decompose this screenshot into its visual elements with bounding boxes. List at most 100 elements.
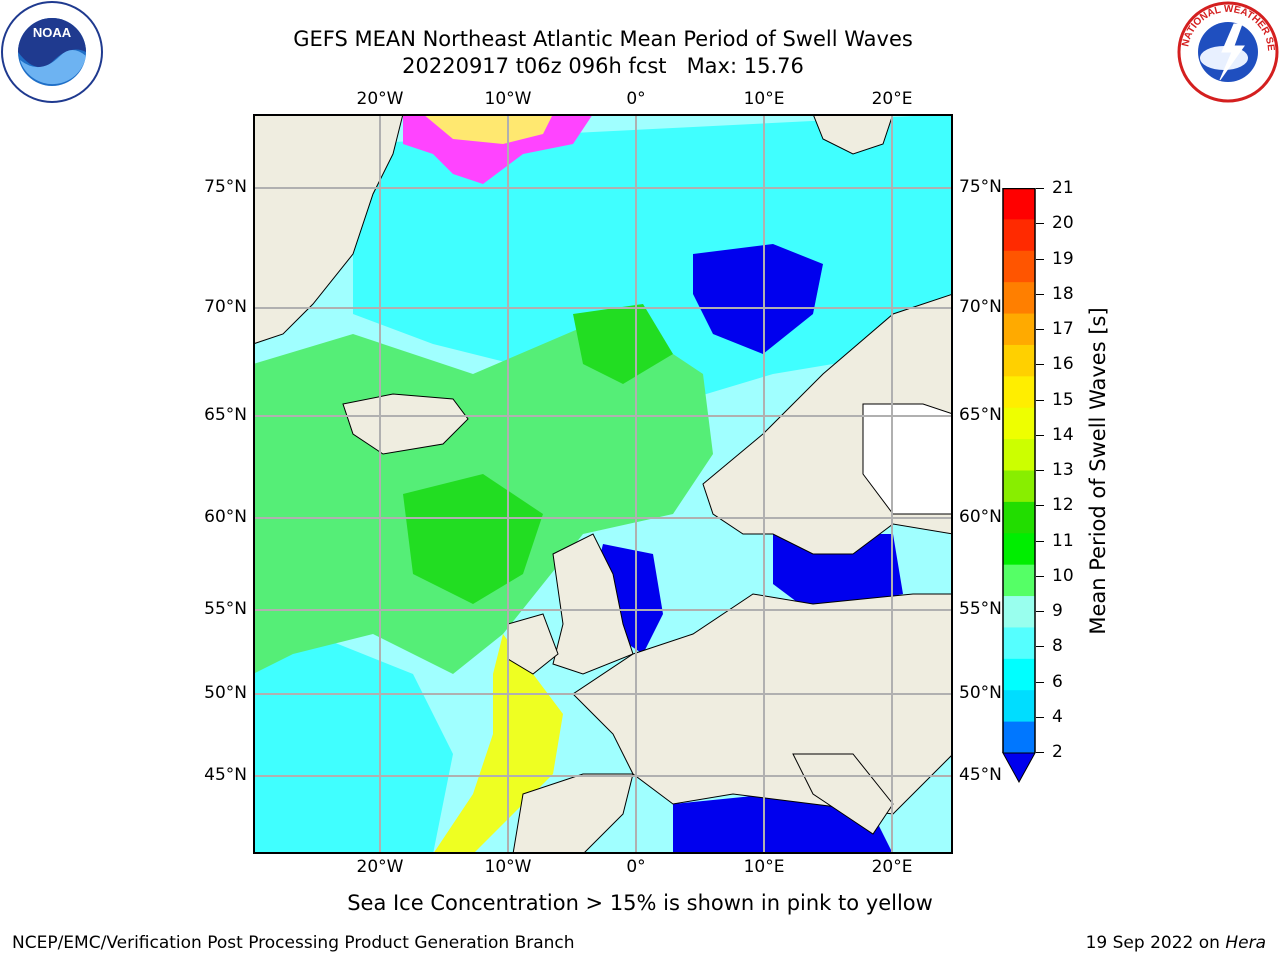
lat-label-left: 75°N — [204, 177, 247, 197]
land-greenland — [253, 114, 404, 345]
colorbar-segment — [1003, 721, 1035, 754]
lon-label-top: 0° — [626, 89, 646, 109]
lon-label-bottom: 20°W — [356, 857, 404, 877]
colorbar-tick-mark — [1036, 505, 1044, 507]
chart-title: GEFS MEAN Northeast Atlantic Mean Period… — [293, 27, 913, 51]
lat-label-right: 60°N — [959, 507, 1002, 527]
lon-label-top: 10°E — [743, 89, 785, 109]
colorbar-tick-label: 17 — [1052, 319, 1074, 339]
colorbar — [1002, 188, 1036, 783]
colorbar-tick-mark — [1036, 540, 1044, 542]
colorbar-tick-mark — [1036, 646, 1044, 648]
noaa-logo: NOAA — [1, 1, 103, 103]
colorbar-under-arrow — [1002, 752, 1036, 783]
colorbar-segment — [1003, 564, 1035, 597]
lat-label-right: 45°N — [959, 765, 1002, 785]
colorbar-tick-mark — [1036, 223, 1044, 225]
colorbar-tick-label: 9 — [1052, 601, 1063, 621]
lon-label-top: 10°W — [484, 89, 532, 109]
colorbar-tick-mark — [1036, 364, 1044, 366]
map — [253, 114, 953, 854]
lat-label-left: 60°N — [204, 507, 247, 527]
lon-label-top: 20°W — [356, 89, 404, 109]
footer-date: 19 Sep 2022 on Hera — [1086, 933, 1266, 953]
colorbar-tick-label: 16 — [1052, 354, 1074, 375]
colorbar-tick-mark — [1036, 470, 1044, 471]
lat-label-left: 55°N — [204, 599, 247, 619]
sea-ice-note: Sea Ice Concentration > 15% is shown in … — [347, 891, 933, 915]
colorbar-tick-mark — [1036, 611, 1044, 612]
lat-label-left: 70°N — [204, 297, 247, 317]
colorbar-tick-label: 4 — [1052, 706, 1063, 727]
lat-label-left: 45°N — [204, 765, 247, 785]
colorbar-segment — [1003, 219, 1035, 252]
lon-label-bottom: 20°E — [871, 857, 913, 877]
colorbar-tick-mark — [1036, 575, 1044, 577]
land-iceland — [342, 393, 469, 455]
lat-label-right: 75°N — [959, 177, 1002, 197]
colorbar-tick-mark — [1036, 293, 1044, 295]
colorbar-tick-label: 21 — [1052, 178, 1074, 198]
colorbar-tick-label: 11 — [1052, 530, 1074, 551]
footer-date-text: 19 Sep 2022 on — [1085, 933, 1226, 953]
nws-logo: NATIONAL WEATHER SERVICE — [1176, 0, 1279, 103]
footer-credit: NCEP/EMC/Verification Post Processing Pr… — [12, 933, 575, 953]
green-core-north — [573, 304, 673, 384]
colorbar-tick-mark — [1036, 752, 1044, 753]
colorbar-tick-label: 6 — [1052, 671, 1063, 692]
blue-baltic — [773, 534, 903, 614]
lon-label-bottom: 10°E — [743, 857, 785, 877]
sea-ice-core — [423, 114, 553, 144]
colorbar-tick-mark — [1036, 258, 1044, 260]
colorbar-tick-mark — [1036, 399, 1044, 401]
colorbar-tick-label: 10 — [1052, 565, 1074, 586]
land-svalbard — [812, 114, 894, 155]
colorbar-segment — [1003, 501, 1035, 534]
colorbar-segment — [1003, 407, 1035, 440]
blue-barents — [693, 244, 823, 354]
colorbar-tick-mark — [1036, 716, 1044, 718]
lat-label-right: 65°N — [959, 405, 1002, 425]
colorbar-segment — [1003, 596, 1035, 628]
cyan-region-southwest — [253, 634, 453, 854]
land-iberia — [512, 773, 634, 854]
colorbar-segment — [1003, 313, 1035, 346]
colorbar-segment — [1003, 344, 1035, 377]
lat-label-left: 65°N — [204, 405, 247, 425]
map-border — [253, 114, 953, 854]
lat-label-right: 50°N — [959, 683, 1002, 703]
colorbar-segment — [1003, 250, 1035, 283]
colorbar-tick-label: 14 — [1052, 424, 1074, 445]
lat-label-right: 55°N — [959, 599, 1002, 619]
colorbar-tick-label: 13 — [1052, 460, 1074, 480]
lat-label-left: 50°N — [204, 683, 247, 703]
colorbar-tick-label: 19 — [1052, 248, 1074, 269]
lon-label-top: 20°E — [871, 89, 913, 109]
lon-label-bottom: 10°W — [484, 857, 532, 877]
colorbar-tick-mark — [1036, 329, 1044, 330]
colorbar-segment — [1003, 376, 1035, 409]
chart-subtitle: 20220917 t06z 096h fcst Max: 15.76 — [402, 54, 804, 78]
colorbar-tick-mark — [1036, 681, 1044, 683]
colorbar-tick-label: 2 — [1052, 742, 1063, 762]
colorbar-tick-label: 12 — [1052, 495, 1074, 516]
colorbar-tick-mark — [1036, 188, 1044, 189]
cyan-region-north — [353, 114, 953, 404]
colorbar-title: Mean Period of Swell Waves [s] — [1086, 307, 1110, 635]
yellow-tongue — [433, 634, 563, 854]
colorbar-segment — [1003, 690, 1035, 723]
colorbar-tick-label: 20 — [1052, 213, 1074, 234]
gulf-of-bothnia — [862, 403, 953, 515]
lat-label-right: 70°N — [959, 297, 1002, 317]
lon-label-bottom: 0° — [626, 857, 646, 877]
land-italy — [792, 753, 894, 835]
colorbar-tick-label: 8 — [1052, 636, 1063, 657]
colorbar-tick-label: 18 — [1052, 283, 1074, 304]
colorbar-segment — [1003, 470, 1035, 503]
colorbar-tick-label: 15 — [1052, 389, 1074, 410]
colorbar-segment — [1003, 627, 1035, 660]
colorbar-segment — [1003, 439, 1035, 471]
footer-host: Hera — [1225, 933, 1266, 953]
colorbar-outline — [1002, 188, 1036, 753]
colorbar-segment — [1003, 282, 1035, 315]
